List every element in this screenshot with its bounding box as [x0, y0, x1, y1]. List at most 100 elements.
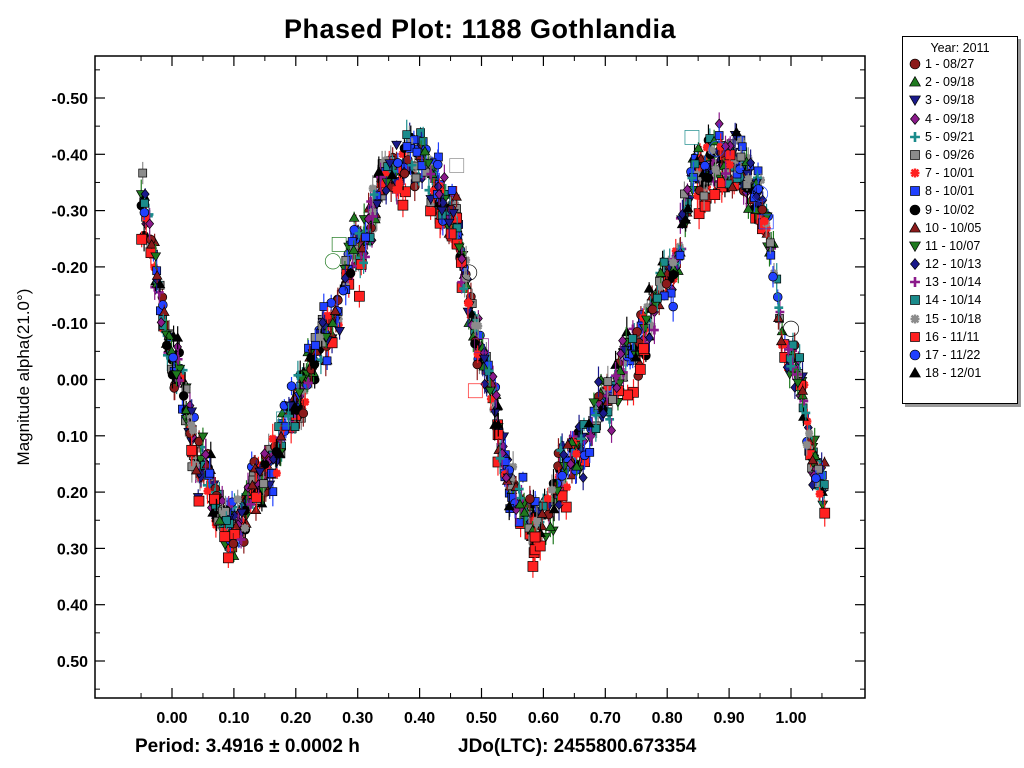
- data-point: [402, 142, 412, 151]
- data-point: [774, 303, 784, 313]
- data-point: [744, 174, 753, 183]
- data-point: [246, 479, 258, 490]
- legend-label: 7 - 10/01: [925, 166, 975, 181]
- data-point: [443, 218, 455, 229]
- data-point: [544, 521, 556, 531]
- data-point: [701, 172, 711, 183]
- axis-tick-labels: 0.00 0.10 0.20 0.30 0.40 0.50 0.60 0.70 0.80 0.90…: [52, 91, 807, 727]
- data-point: [632, 326, 642, 337]
- data-point: [391, 140, 402, 151]
- data-point: [392, 185, 401, 194]
- data-point: [459, 284, 469, 294]
- jd-label: JDo(LTC): 2455800.673354: [458, 736, 697, 757]
- legend-entry: 7 - 10/01: [903, 164, 1017, 182]
- data-point: [411, 173, 421, 183]
- data-point: [783, 345, 793, 354]
- data-point: [186, 444, 198, 456]
- data-point: [630, 352, 642, 362]
- data-point: [361, 232, 370, 242]
- data-point: [373, 166, 385, 176]
- data-point: [138, 168, 148, 178]
- x-tick-label: 0.30: [342, 710, 373, 727]
- data-point: [467, 383, 483, 399]
- chart-title: Phased Plot: 1188 Gothlandia: [283, 14, 677, 44]
- data-point: [145, 218, 155, 230]
- data-point: [736, 152, 746, 162]
- data-point: [158, 306, 170, 316]
- legend-entry: 4 - 09/18: [903, 110, 1017, 128]
- legend-label: 4 - 09/18: [925, 111, 975, 126]
- data-point: [643, 283, 655, 293]
- data-point: [538, 501, 548, 511]
- data-point: [588, 398, 600, 408]
- data-point: [300, 386, 309, 395]
- data-point: [463, 299, 472, 308]
- data-point: [819, 507, 831, 519]
- data-point: [484, 366, 494, 376]
- data-point: [634, 364, 646, 375]
- data-point: [519, 506, 530, 517]
- legend-label: 5 - 09/21: [925, 129, 975, 144]
- legend-entry: 15 - 10/18: [903, 310, 1017, 328]
- data-point: [909, 95, 921, 107]
- data-point: [474, 322, 483, 331]
- data-point: [209, 493, 220, 505]
- data-point: [585, 447, 595, 457]
- data-point: [682, 202, 694, 213]
- legend-label: 10 - 10/05: [925, 220, 982, 235]
- data-point: [668, 269, 679, 280]
- data-point: [412, 147, 422, 157]
- legend-label: 6 - 09/26: [925, 147, 975, 162]
- data-point: [268, 434, 277, 443]
- data-point: [354, 290, 365, 302]
- data-point: [797, 385, 809, 395]
- data-point: [618, 335, 628, 347]
- legend-label: 12 - 10/13: [925, 257, 982, 272]
- data-point: [236, 508, 248, 519]
- data-point: [571, 461, 583, 471]
- data-point: [214, 515, 226, 525]
- data-point: [418, 137, 428, 146]
- data-point: [909, 204, 921, 215]
- data-point: [622, 389, 633, 401]
- data-point: [334, 326, 346, 337]
- data-point: [684, 130, 700, 145]
- data-point: [514, 484, 524, 494]
- legend-marker: [910, 112, 920, 125]
- legend-entry: 5 - 09/21: [903, 128, 1017, 146]
- data-point: [151, 270, 163, 280]
- data-point: [714, 131, 724, 140]
- data-point: [611, 371, 620, 381]
- data-point: [191, 461, 200, 470]
- x-tick-label: 0.60: [528, 710, 559, 727]
- legend-marker: [910, 331, 920, 342]
- data-point: [186, 407, 198, 417]
- data-point: [616, 348, 626, 360]
- data-point: [765, 238, 775, 248]
- data-point: [815, 489, 824, 498]
- legend-label: 9 - 10/02: [925, 202, 975, 217]
- data-point: [777, 341, 786, 350]
- data-point: [795, 353, 805, 362]
- data-point: [246, 499, 256, 509]
- data-point: [819, 480, 829, 489]
- data-point: [417, 161, 427, 171]
- legend: Year: 2011 1 - 08/27 2 - 09/18 3 - 09/18 4 …: [902, 36, 1018, 404]
- data-point: [811, 473, 821, 484]
- data-points: [135, 112, 831, 578]
- data-point: [716, 142, 725, 151]
- data-point: [910, 150, 920, 160]
- data-point: [655, 267, 667, 277]
- data-point: [562, 439, 574, 449]
- data-point: [803, 417, 812, 426]
- data-point: [156, 317, 166, 328]
- data-point: [190, 464, 202, 475]
- data-point: [562, 483, 571, 492]
- data-point: [356, 242, 368, 253]
- data-point: [768, 271, 778, 282]
- x-tick-label: 0.20: [280, 710, 311, 727]
- data-point: [514, 517, 524, 527]
- legend-entry: 3 - 09/18: [903, 91, 1017, 109]
- data-point: [368, 212, 378, 221]
